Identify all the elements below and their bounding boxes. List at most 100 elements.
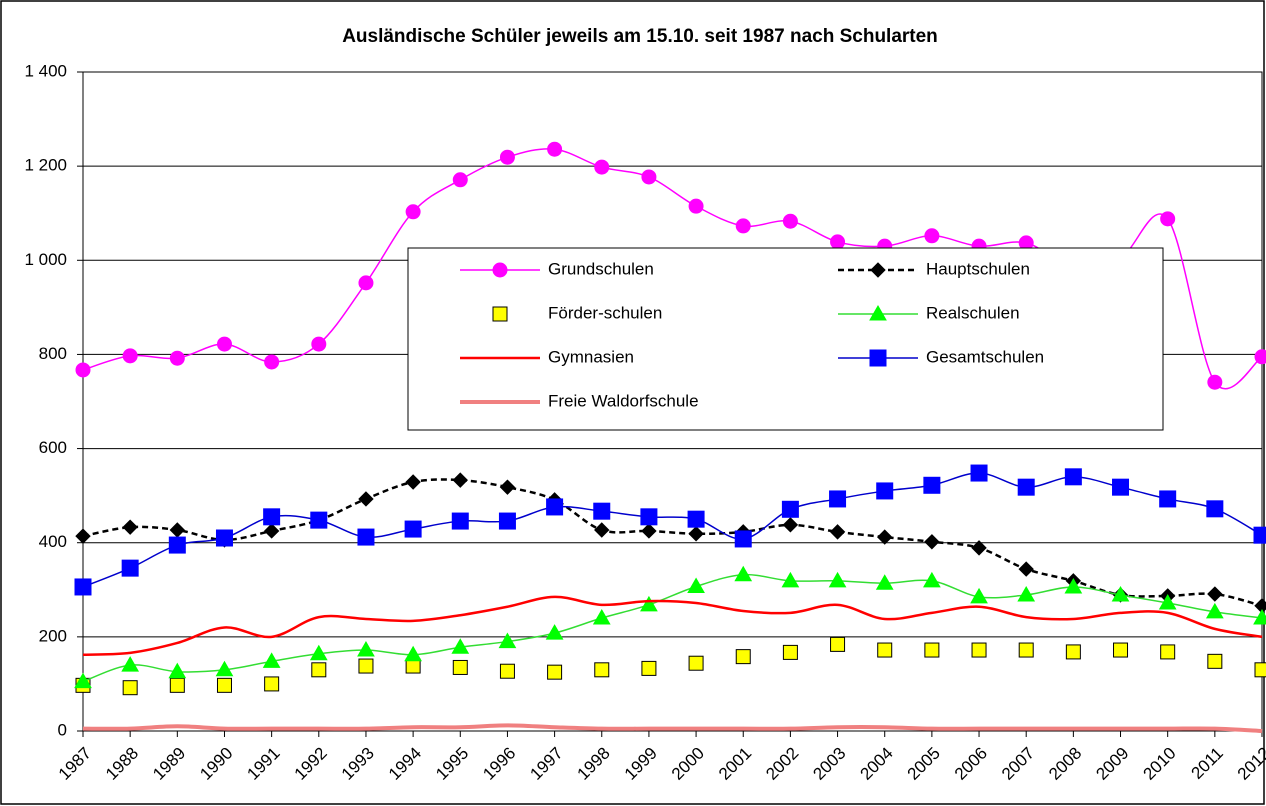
point <box>829 524 846 540</box>
point <box>309 644 328 661</box>
point <box>1206 500 1224 518</box>
point <box>594 522 610 538</box>
point <box>452 472 468 488</box>
point <box>640 595 658 612</box>
point <box>594 159 610 175</box>
point <box>1205 602 1224 619</box>
series <box>75 636 1266 696</box>
y-tick-label: 1 000 <box>24 250 67 269</box>
point <box>168 662 187 679</box>
point <box>923 476 941 494</box>
series-line <box>82 723 1263 733</box>
point <box>641 660 657 676</box>
legend-label: Gesamtschulen <box>926 347 1044 366</box>
point <box>216 677 232 693</box>
point <box>1018 561 1034 577</box>
point <box>404 645 422 662</box>
y-tick-label: 200 <box>39 626 67 645</box>
point <box>74 578 92 596</box>
point <box>781 500 799 518</box>
point <box>216 336 232 352</box>
point <box>877 529 893 545</box>
point <box>830 234 846 250</box>
point <box>1253 609 1266 625</box>
point <box>546 498 564 516</box>
point <box>688 526 704 542</box>
point <box>924 228 940 244</box>
point <box>640 508 658 526</box>
series <box>74 565 1266 689</box>
point <box>405 204 421 220</box>
point <box>74 672 92 689</box>
point <box>122 348 138 364</box>
point <box>357 528 375 546</box>
point <box>1018 642 1034 658</box>
point <box>594 662 610 678</box>
point <box>735 649 751 665</box>
point <box>734 530 752 548</box>
point <box>1253 526 1266 544</box>
point <box>875 574 894 590</box>
point <box>870 262 886 278</box>
point <box>499 149 515 165</box>
legend-label: Gymnasien <box>548 347 634 366</box>
point <box>688 655 704 671</box>
point <box>687 510 705 528</box>
point <box>828 571 847 588</box>
series <box>82 595 1263 656</box>
point <box>545 624 564 640</box>
point <box>688 198 704 214</box>
chart-title: Ausländische Schüler jeweils am 15.10. s… <box>342 26 938 47</box>
point <box>1158 593 1177 610</box>
point <box>451 512 469 530</box>
point <box>1017 585 1036 602</box>
point <box>830 636 846 652</box>
point <box>264 676 280 692</box>
point <box>592 609 611 625</box>
point <box>452 172 468 188</box>
y-tick-label: 400 <box>39 532 67 551</box>
point <box>924 642 940 658</box>
point <box>357 641 375 657</box>
point <box>498 632 517 649</box>
series <box>82 723 1263 733</box>
point <box>263 508 281 526</box>
point <box>782 517 799 533</box>
point <box>215 529 233 547</box>
point <box>869 304 887 321</box>
point <box>122 680 138 696</box>
point <box>1254 349 1266 365</box>
legend-label: Grundschulen <box>548 259 654 278</box>
point <box>735 218 751 234</box>
point <box>1160 211 1176 227</box>
point <box>404 520 422 538</box>
legend-label: Freie Waldorfschule <box>548 391 699 410</box>
point <box>262 652 281 668</box>
point <box>122 519 138 535</box>
y-tick-label: 600 <box>39 438 67 457</box>
point <box>492 306 508 322</box>
legend-label: Realschulen <box>926 303 1020 322</box>
point <box>1065 644 1081 660</box>
point <box>781 571 800 588</box>
legend-label: Hauptschulen <box>926 259 1030 278</box>
point <box>877 642 893 658</box>
point <box>924 534 940 550</box>
point <box>492 262 508 278</box>
point <box>547 141 563 157</box>
point <box>1207 586 1223 602</box>
legend-box <box>407 247 1164 431</box>
point <box>1064 468 1082 486</box>
point <box>75 362 91 378</box>
point <box>1064 577 1083 594</box>
point <box>1017 478 1035 496</box>
point <box>1160 644 1176 660</box>
point <box>547 664 563 680</box>
legend: Grundschulen Hauptschulen Förder-schulen Re… <box>407 247 1164 431</box>
point <box>782 644 798 660</box>
point <box>451 638 470 654</box>
point <box>169 677 185 693</box>
point <box>215 660 234 677</box>
y-tick-label: 1 200 <box>24 156 67 175</box>
